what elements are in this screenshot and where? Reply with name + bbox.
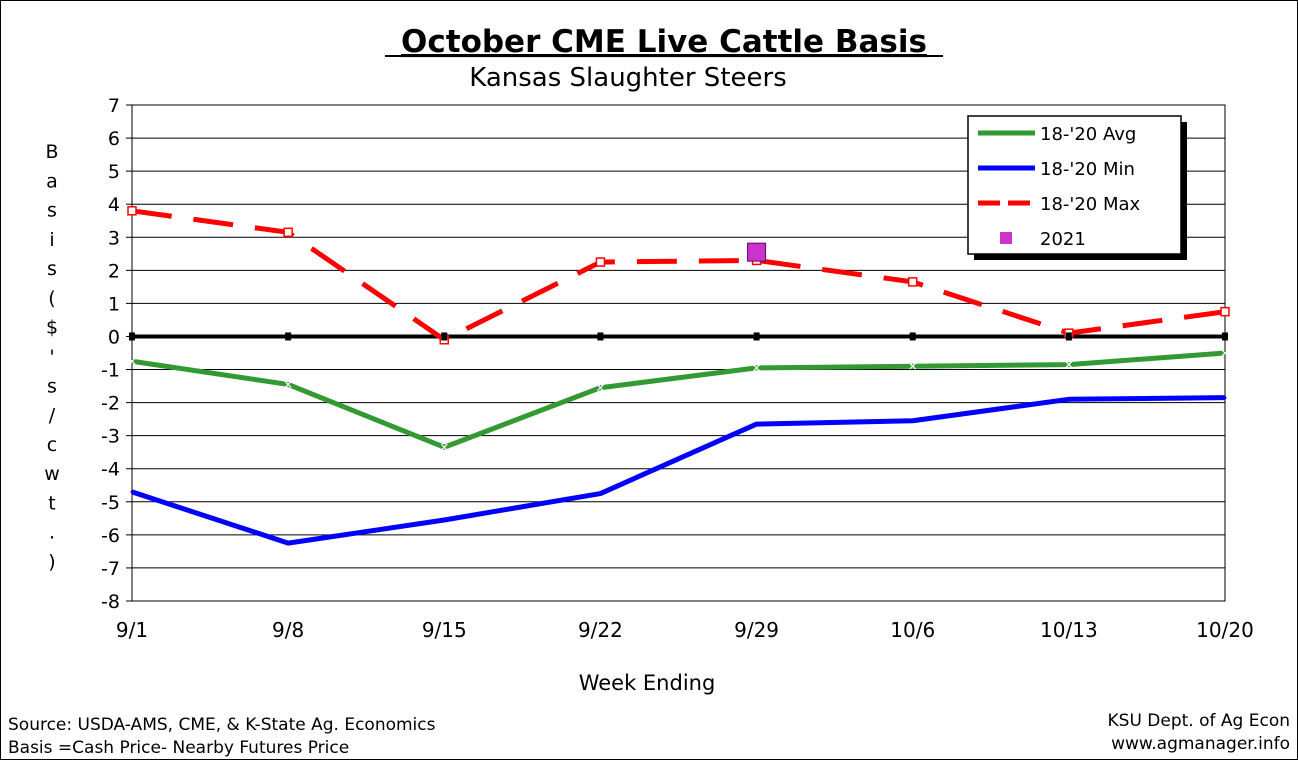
data-point [128, 357, 136, 365]
x-tick-mark [285, 332, 292, 341]
data-point [130, 490, 134, 494]
data-point [1065, 361, 1073, 368]
credit-line-2: www.agmanager.info [1111, 734, 1290, 754]
x-tick-mark [441, 332, 448, 341]
y-tick-label: -8 [101, 591, 120, 613]
legend-label: 2021 [1040, 229, 1086, 250]
data-point [442, 518, 446, 522]
y-axis-label-char: B [45, 141, 58, 163]
chart-subtitle: Kansas Slaughter Steers [469, 63, 786, 93]
y-tick-label: 5 [108, 161, 120, 183]
y-tick-label: -3 [101, 426, 120, 448]
source-line-2: Basis =Cash Price- Nearby Futures Price [8, 738, 349, 758]
x-tick-label: 9/8 [272, 618, 304, 642]
y-axis-label-char: a [46, 170, 58, 192]
y-tick-label: -4 [101, 459, 120, 481]
x-tick-mark [909, 332, 916, 341]
x-tick-label: 10/13 [1040, 618, 1098, 642]
legend-swatch-2021 [1000, 232, 1012, 244]
x-tick-label: 9/15 [422, 618, 467, 642]
legend-box [967, 115, 1182, 255]
legend: 18-'20 Avg 18-'20 Min 18-'20 Max 2021 [967, 115, 1187, 260]
series-line [131, 395, 1226, 546]
y-axis-label: Basis($'s/cwt.) [44, 141, 60, 573]
y-tick-label: 6 [108, 128, 120, 150]
data-point [1221, 349, 1229, 357]
y-axis-label-char: ( [48, 287, 55, 309]
data-point [440, 443, 448, 451]
data-point [127, 206, 137, 216]
credit-line-1: KSU Dept. of Ag Econ [1108, 711, 1290, 731]
source-line-1: Source: USDA-AMS, CME, & K-State Ag. Eco… [8, 715, 436, 735]
x-tick-label: 9/1 [116, 618, 148, 642]
data-point [1220, 306, 1230, 317]
y-tick-label: -2 [101, 393, 120, 415]
y-tick-label: 3 [108, 227, 120, 249]
data-point [595, 257, 606, 267]
y-axis-label-char: . [49, 522, 55, 544]
x-tick-mark [1065, 332, 1072, 341]
y-axis-label-char: i [49, 229, 54, 251]
y-axis-label-char: / [49, 405, 56, 427]
x-tick-label: 10/20 [1196, 618, 1254, 642]
x-tick-mark [597, 332, 604, 341]
y-axis-label-char: c [47, 434, 57, 456]
y-tick-label: 2 [108, 260, 120, 282]
series-line [131, 208, 1226, 343]
legend-label: 18-'20 Max [1040, 194, 1141, 215]
data-point [597, 384, 604, 392]
legend-items: 18-'20 Avg 18-'20 Min 18-'20 Max 2021 [978, 124, 1141, 250]
series-1 [130, 395, 1227, 546]
y-axis-label-char: ' [49, 346, 54, 368]
data-point [598, 492, 602, 496]
series-3 [747, 242, 767, 262]
x-tick-mark [753, 332, 760, 341]
x-tick-label: 10/6 [890, 618, 935, 642]
data-point [753, 364, 760, 372]
y-axis-label-char: s [47, 200, 57, 222]
series-line [131, 350, 1226, 450]
y-tick-label: 1 [108, 293, 120, 315]
data-point [911, 419, 915, 423]
y-axis-ticks: 7 6 5 4 3 2 1 0 -1 -2 -3 -4 -5 -6 -7 -8 [101, 95, 132, 613]
x-tick-label: 9/29 [734, 618, 779, 642]
y-tick-label: -6 [101, 525, 120, 547]
x-tick-mark [1222, 332, 1228, 341]
y-axis-label-char: $ [46, 317, 58, 339]
x-axis-label: Week Ending [579, 671, 716, 695]
y-axis-label-char: t [48, 492, 55, 514]
data-point [909, 362, 917, 370]
data-point [286, 541, 290, 545]
point-2021 [747, 242, 767, 262]
x-tick-label: 9/22 [578, 618, 623, 642]
data-point [1067, 397, 1071, 401]
y-axis-label-char: ) [48, 551, 55, 573]
y-tick-label: -1 [101, 360, 120, 382]
y-tick-label: -7 [101, 558, 120, 580]
x-axis-ticks: 9/1 9/8 9/15 9/22 9/29 10/6 10/13 10/20 [116, 332, 1254, 642]
y-tick-label: 0 [108, 326, 120, 348]
data-point [283, 227, 293, 238]
x-tick-mark [129, 332, 135, 341]
y-axis-label-char: s [47, 375, 57, 397]
chart-title: October CME Live Cattle Basis [401, 24, 927, 60]
y-tick-label: -5 [101, 492, 120, 514]
y-tick-label: 7 [108, 95, 120, 117]
series-0 [128, 349, 1229, 451]
data-point [755, 422, 759, 426]
data-point [284, 380, 292, 388]
legend-label: 18-'20 Min [1040, 159, 1135, 180]
legend-label: 18-'20 Avg [1040, 124, 1136, 145]
y-tick-label: 4 [108, 194, 120, 216]
data-point [907, 277, 918, 287]
y-axis-label-char: s [47, 258, 57, 280]
y-axis-label-char: w [44, 463, 60, 485]
data-point [1223, 396, 1227, 400]
